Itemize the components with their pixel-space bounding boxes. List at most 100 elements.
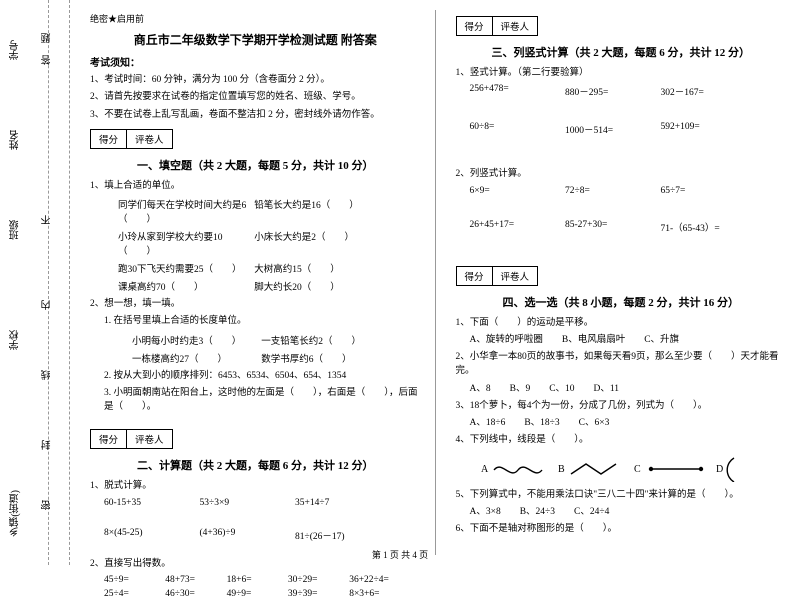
blank-item: 大树高约15（ ） bbox=[254, 261, 390, 275]
binding-margin: 学号 姓名 班级 学校 乡镇(街道) 答 题 不 内 线 封 密 bbox=[0, 0, 70, 565]
label-d: D bbox=[716, 464, 723, 475]
shapes-svg: A B C D bbox=[476, 454, 776, 482]
margin-label-school: 学校 bbox=[8, 330, 23, 350]
blank-item: 一栋楼高约27（ ） bbox=[132, 351, 261, 365]
calc-item: 25÷4= bbox=[104, 589, 165, 599]
calc-item: 6×9= bbox=[470, 186, 566, 196]
calc-item: 35+14÷7 bbox=[295, 498, 391, 508]
paper-title: 商丘市二年级数学下学期开学检测试题 附答案 bbox=[90, 31, 421, 48]
q1-2-sub1: 1. 在括号里填上合适的长度单位。 bbox=[90, 314, 421, 328]
score-box: 得分 评卷人 bbox=[456, 16, 539, 36]
score-cell: 得分 bbox=[91, 130, 127, 148]
margin-note: 密 bbox=[40, 500, 55, 510]
margin-note: 不 bbox=[40, 215, 55, 225]
grader-cell: 评卷人 bbox=[127, 430, 172, 448]
calc-item: 45÷9= bbox=[104, 575, 165, 585]
margin-note: 线 bbox=[40, 370, 55, 380]
q4-4: 4、下列线中，线段是（ ）。 bbox=[456, 433, 787, 447]
section2-title: 二、计算题（共 2 大题，每题 6 分，共计 12 分） bbox=[90, 457, 421, 473]
margin-note: 答 bbox=[40, 55, 55, 65]
grader-cell: 评卷人 bbox=[493, 17, 538, 35]
label-b: B bbox=[558, 464, 565, 475]
q4-2-opts: A、8 B、9 C、10 D、11 bbox=[456, 382, 787, 396]
blank-item: 小明每小时约走3（ ） bbox=[132, 333, 261, 347]
calc-item: 60-15+35 bbox=[104, 498, 200, 508]
calc-item: 1000－514= bbox=[565, 122, 661, 136]
margin-label-id: 学号 bbox=[8, 40, 23, 60]
left-column: 绝密★启用前 商丘市二年级数学下学期开学检测试题 附答案 考试须知： 1、考试时… bbox=[70, 0, 435, 565]
calc-item: 8×3+6= bbox=[349, 589, 410, 599]
score-box: 得分 评卷人 bbox=[90, 129, 173, 149]
blank-item: 一支铅笔长约2（ ） bbox=[261, 333, 390, 347]
notice-line: 2、请首先按要求在试卷的指定位置填写您的姓名、班级、学号。 bbox=[90, 90, 421, 104]
calc-item: 60÷8= bbox=[470, 122, 566, 136]
grader-cell: 评卷人 bbox=[493, 267, 538, 285]
margin-note: 封 bbox=[40, 440, 55, 450]
margin-note: 内 bbox=[40, 300, 55, 310]
line-shapes: A B C D bbox=[476, 454, 787, 482]
section3-title: 三、列竖式计算（共 2 大题，每题 6 分，共计 12 分） bbox=[456, 44, 787, 60]
page-footer: 第 1 页 共 4 页 bbox=[0, 548, 800, 561]
score-box: 得分 评卷人 bbox=[90, 429, 173, 449]
q4-3-opts: A、18÷6 B、18÷3 C、6×3 bbox=[456, 416, 787, 430]
notice-line: 1、考试时间：60 分钟，满分为 100 分（含卷面分 2 分）。 bbox=[90, 73, 421, 87]
blank-item: 脚大约长20（ ） bbox=[254, 279, 390, 293]
calc-item: 71-（65-43）= bbox=[661, 220, 757, 234]
margin-label-class: 班级 bbox=[8, 220, 23, 240]
q1-2-sub3: 3. 小明面朝南站在阳台上，这时他的左面是（ ），右面是（ ），后面是（ ）。 bbox=[90, 386, 421, 415]
q1-2-sub2: 2. 按从大到小的顺序排列：6453、6534、6504、654、1354 bbox=[90, 369, 421, 383]
margin-note: 题 bbox=[40, 33, 55, 43]
q4-5-opts: A、3×8 B、24÷3 C、24÷4 bbox=[456, 505, 787, 519]
secret-mark: 绝密★启用前 bbox=[90, 12, 421, 25]
score-cell: 得分 bbox=[457, 17, 493, 35]
q1-1: 1、填上合适的单位。 bbox=[90, 179, 421, 193]
q4-1: 1、下面（ ）的运动是平移。 bbox=[456, 316, 787, 330]
calc-item: 46÷30= bbox=[165, 589, 226, 599]
calc-item: 72÷8= bbox=[565, 186, 661, 196]
q4-5: 5、下列算式中，不能用乘法口诀"三八二十四"来计算的是（ ）。 bbox=[456, 488, 787, 502]
calc-item: 85-27+30= bbox=[565, 220, 661, 234]
calc-item: 26+45+17= bbox=[470, 220, 566, 234]
q3-2: 2、列竖式计算。 bbox=[456, 167, 787, 181]
blank-item: 跑30下飞天约需要25（ ） bbox=[118, 261, 254, 275]
label-c: C bbox=[634, 464, 641, 475]
calc-item: 30÷29= bbox=[288, 575, 349, 585]
score-cell: 得分 bbox=[457, 267, 493, 285]
blank-item: 课桌高约70（ ） bbox=[118, 279, 254, 293]
section1-title: 一、填空题（共 2 大题，每题 5 分，共计 10 分） bbox=[90, 157, 421, 173]
calc-item: 18+6= bbox=[227, 575, 288, 585]
blank-item: 小玲从家到学校大约要10（ ） bbox=[118, 229, 254, 257]
q3-1: 1、竖式计算。（第二行要验算） bbox=[456, 66, 787, 80]
calc-item: 256+478= bbox=[470, 84, 566, 98]
calc-item: 592+109= bbox=[661, 122, 757, 136]
label-a: A bbox=[481, 464, 489, 475]
calc-item: 81÷(26－17) bbox=[295, 528, 391, 542]
q2-1: 1、脱式计算。 bbox=[90, 479, 421, 493]
calc-item: 53÷3×9 bbox=[200, 498, 296, 508]
notice-line: 3、不要在试卷上乱写乱画，卷面不整洁扣 2 分，密封线外请勿作答。 bbox=[90, 108, 421, 122]
calc-item: 8×(45-25) bbox=[104, 528, 200, 542]
blank-item: 铅笔长大约是16（ ） bbox=[254, 197, 390, 225]
calc-item: 48+73= bbox=[165, 575, 226, 585]
score-box: 得分 评卷人 bbox=[456, 266, 539, 286]
calc-item: 39÷39= bbox=[288, 589, 349, 599]
q4-1-opts: A、旋转的呼啦圈 B、电风扇扇叶 C、升旗 bbox=[456, 333, 787, 347]
blank-item: 小床长大约是2（ ） bbox=[254, 229, 390, 257]
margin-label-name: 姓名 bbox=[8, 130, 23, 150]
blank-item: 同学们每天在学校时间大约是6（ ） bbox=[118, 197, 254, 225]
q4-6: 6、下面不是轴对称图形的是（ ）。 bbox=[456, 522, 787, 536]
q4-3: 3、18个萝卜，每4个为一份，分成了几份，列式为（ ）。 bbox=[456, 399, 787, 413]
section4-title: 四、选一选（共 8 小题，每题 2 分，共计 16 分） bbox=[456, 294, 787, 310]
q1-2: 2、想一想，填一填。 bbox=[90, 297, 421, 311]
score-cell: 得分 bbox=[91, 430, 127, 448]
right-column: 得分 评卷人 三、列竖式计算（共 2 大题，每题 6 分，共计 12 分） 1、… bbox=[436, 0, 800, 565]
q4-2: 2、小华拿一本80页的故事书，如果每天看9页，那么至少要（ ）天才能看完。 bbox=[456, 350, 787, 379]
blank-item: 数学书厚约6（ ） bbox=[261, 351, 390, 365]
seal-line bbox=[48, 0, 49, 565]
notice-heading: 考试须知： bbox=[90, 54, 421, 69]
grader-cell: 评卷人 bbox=[127, 130, 172, 148]
calc-item: 49÷9= bbox=[227, 589, 288, 599]
calc-item: 302－167= bbox=[661, 84, 757, 98]
calc-item: 880－295= bbox=[565, 84, 661, 98]
calc-item: (4+36)÷9 bbox=[200, 528, 296, 542]
